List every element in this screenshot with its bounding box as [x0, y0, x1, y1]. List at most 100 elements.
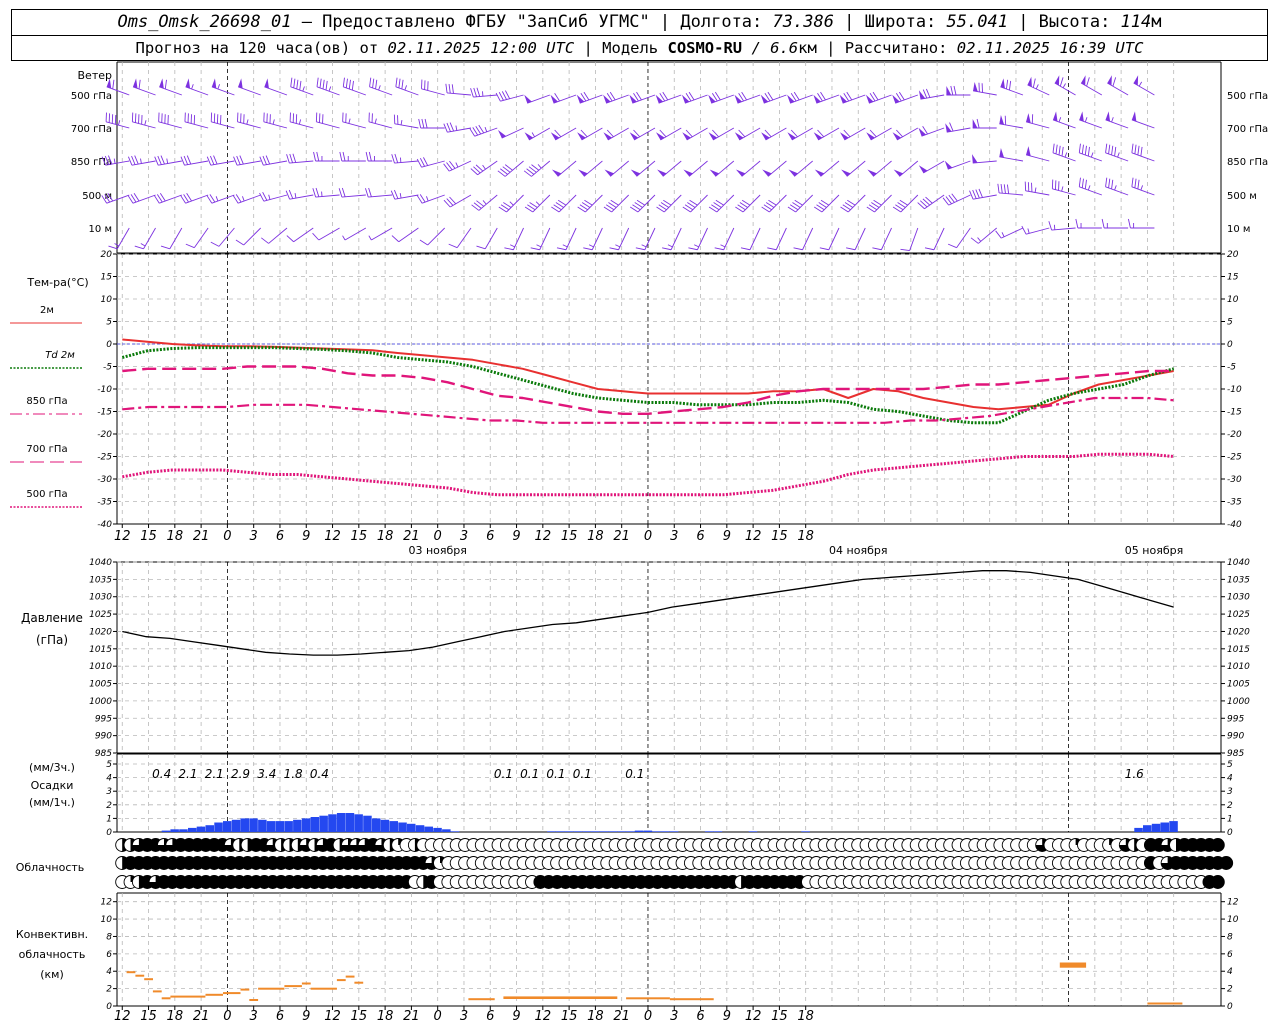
- wind-barb-full: [185, 243, 195, 249]
- calc-label: | Рассчитано:: [816, 39, 957, 57]
- wind-barb-full: [714, 91, 721, 101]
- wind-barb-staff: [132, 86, 156, 96]
- wind-barb-staff: [662, 160, 682, 177]
- wind-barb: [947, 227, 971, 249]
- wind-barb-staff: [341, 194, 366, 198]
- wind-barb: [342, 227, 367, 241]
- wind-barb: [159, 78, 182, 96]
- wind-barb-staff: [924, 194, 945, 210]
- wind-barb-full: [239, 155, 244, 165]
- precip-bar: [661, 831, 670, 832]
- wind-barb-full: [418, 118, 422, 129]
- wind-barb-full: [1081, 144, 1084, 154]
- precip-bar: [372, 818, 381, 832]
- wind-barb: [583, 227, 603, 251]
- precip-axis-unit-1h: (мм/1ч.): [29, 796, 75, 809]
- precip-bar: [608, 831, 617, 832]
- wind-barb-full: [922, 89, 928, 99]
- precip-bar: [643, 830, 653, 832]
- wind-barb-full: [446, 162, 453, 171]
- wind-level-label: 500 гПа: [1227, 91, 1268, 102]
- wind-barb-staff: [289, 160, 314, 164]
- temp-legend-label: 850 гПа: [26, 396, 67, 407]
- wind-barb: [944, 160, 971, 170]
- precip-bar: [669, 831, 679, 832]
- resolution-unit: км: [798, 39, 817, 57]
- wind-barb-full: [446, 198, 454, 206]
- wind-barb-staff: [371, 227, 393, 241]
- wind-barb-pennant: [1079, 111, 1084, 122]
- wind-barb-pennant: [1000, 78, 1005, 89]
- wind-barb-staff: [243, 227, 262, 246]
- wind-barb-half: [1111, 117, 1114, 123]
- wind-barb: [892, 194, 919, 213]
- wind-barb-pennant: [185, 78, 191, 89]
- temp-x-tick-label: 15: [771, 529, 788, 544]
- wind-barb-pennant: [1052, 111, 1058, 122]
- wind-barb-full: [443, 199, 451, 208]
- conv-cloud-bar: [249, 999, 259, 1001]
- wind-barb-full: [497, 170, 506, 177]
- wind-barb-staff: [263, 194, 288, 202]
- wind-barb-staff: [555, 127, 577, 141]
- conv-x-tick-label: 3: [670, 1009, 678, 1024]
- conv-cloud-bar: [1059, 962, 1087, 968]
- wind-barb-full: [689, 199, 698, 206]
- conv-x-tick-label: 21: [403, 1009, 420, 1024]
- press-y-tick-label: 1040: [1227, 558, 1250, 568]
- wind-barb: [1021, 225, 1050, 235]
- wind-barb: [682, 127, 708, 141]
- wind-barb-full: [339, 151, 343, 162]
- temp-x-tick-label: 0: [223, 529, 231, 544]
- wind-barb-half: [1001, 232, 1005, 237]
- conv-y-tick-label: 2: [106, 985, 112, 995]
- temp-y-tick-label: 0: [1227, 340, 1233, 350]
- wind-barb-staff: [896, 127, 919, 141]
- wind-barb-full: [1003, 184, 1006, 194]
- wind-barb: [131, 112, 156, 129]
- wind-barb-full: [449, 196, 457, 205]
- wind-barb-full: [871, 202, 880, 208]
- wind-barb-full: [740, 247, 751, 251]
- wind-barb: [1052, 143, 1076, 162]
- temp-series-line: [122, 452, 1174, 497]
- wind-barb: [655, 91, 682, 104]
- wind-barb: [629, 127, 656, 141]
- wind-barb: [630, 160, 656, 177]
- wind-barb-staff: [791, 127, 813, 141]
- wind-barb-full: [160, 155, 165, 165]
- wind-barb-full: [917, 202, 925, 210]
- wind-barb-pennant: [813, 94, 821, 104]
- wind-barb-pennant: [944, 160, 953, 170]
- precip-bar: [363, 815, 372, 832]
- wind-barb-full: [658, 204, 667, 211]
- precip-bar: [433, 827, 442, 832]
- wind-barb: [918, 126, 945, 137]
- wind-barb-staff: [539, 227, 551, 250]
- wind-barb: [524, 194, 551, 213]
- wind-barb-full: [319, 78, 322, 88]
- wind-barb-full: [206, 156, 212, 166]
- wind-barb: [970, 227, 997, 244]
- wind-barb-staff: [268, 227, 288, 244]
- wind-barb-full: [293, 78, 296, 88]
- precip-bar: [223, 821, 232, 832]
- wind-barb-pennant: [972, 154, 978, 164]
- wind-barb-full: [687, 202, 696, 208]
- wind-barb: [609, 227, 630, 251]
- wind-barb: [814, 160, 840, 177]
- temp-y-tick-label: -5: [103, 363, 112, 373]
- wind-barb-staff: [474, 127, 498, 137]
- wind-barb-staff: [394, 194, 419, 200]
- wind-barb-staff: [821, 194, 840, 213]
- conv-x-tick-label: 0: [223, 1009, 231, 1024]
- wind-barb-staff: [686, 127, 708, 141]
- wind-barb: [1000, 78, 1024, 96]
- wind-barb-full: [424, 118, 428, 129]
- wind-barb-staff: [132, 121, 156, 129]
- wind-barb-full: [948, 194, 955, 203]
- wind-barb-full: [449, 160, 456, 169]
- wind-barb-full: [606, 129, 614, 138]
- convective-panel: 12 12 10 10 8 8 6 6 4 4 2 2 0 0 Конвективн. облачность (…: [16, 892, 1239, 1024]
- cloud-symbol: [1219, 856, 1234, 870]
